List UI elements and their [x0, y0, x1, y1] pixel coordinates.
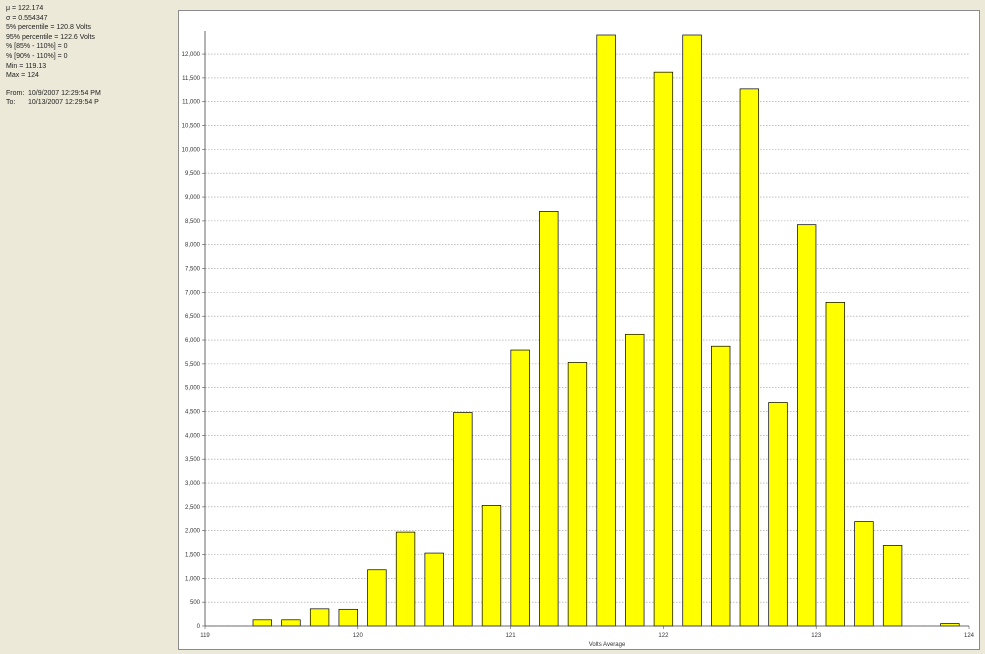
y-tick-label: 10,000 — [182, 147, 201, 153]
y-tick-label: 5,500 — [185, 362, 201, 368]
x-tick-label: 120 — [353, 633, 364, 639]
y-tick-label: 2,500 — [185, 505, 201, 511]
histogram-bar — [854, 521, 874, 627]
y-tick-label: 10,500 — [182, 124, 201, 130]
y-tick-label: 8,000 — [185, 243, 201, 249]
sigma-stat: σ = 0.554347 — [6, 14, 48, 22]
y-tick-label: 3,500 — [185, 457, 201, 463]
x-tick-label: 119 — [200, 633, 210, 639]
min-stat: Min = 119.13 — [6, 62, 47, 70]
x-tick-labels: 119 120 121 122 123 124 — [200, 633, 974, 639]
p5-stat: 5% percentile = 120.8 Volts — [6, 24, 92, 32]
x-tick-label: 121 — [506, 633, 517, 639]
histogram-bar — [567, 362, 588, 627]
y-tick-label: 9,000 — [185, 195, 201, 201]
to-label: To: — [6, 99, 16, 107]
histogram-bar — [768, 402, 788, 627]
y-tick-label: 3,000 — [185, 481, 201, 487]
histogram-bar — [281, 619, 301, 627]
to-value: 10/13/2007 12:29:54 P — [28, 99, 99, 107]
y-tick-label: 500 — [190, 600, 201, 606]
p95-stat: 95% percentile = 122.6 Volts — [6, 33, 95, 41]
y-tick-label: 8,500 — [185, 219, 201, 225]
histogram-bar — [395, 531, 416, 627]
y-tick-label: 4,500 — [185, 410, 201, 416]
histogram-bar — [796, 224, 817, 627]
y-tick-label: 12,000 — [182, 52, 201, 58]
histogram-bar — [825, 302, 845, 627]
range-low-stat: % [85% - 110%] = 0 — [6, 43, 68, 51]
histogram-bar — [252, 619, 272, 627]
y-tick-label: 7,000 — [185, 290, 201, 296]
histogram-bar — [539, 210, 559, 627]
histogram-bar — [682, 34, 702, 627]
histogram-bars — [252, 34, 960, 627]
y-tick-label: 11,500 — [182, 76, 201, 82]
range-high-stat: % [90% - 110%] = 0 — [6, 52, 68, 60]
y-tick-label: 1,000 — [185, 576, 201, 582]
max-stat: Max = 124 — [6, 72, 39, 80]
y-tick-label: 9,500 — [185, 171, 201, 177]
statistics-panel: μ = 122.174 σ = 0.554347 5% percentile =… — [6, 4, 166, 108]
histogram-bar — [453, 412, 473, 627]
axes — [202, 31, 970, 629]
mean-stat: μ = 122.174 — [6, 5, 44, 12]
histogram-bar — [711, 345, 731, 627]
y-tick-label: 6,500 — [185, 314, 201, 320]
x-tick-label: 122 — [658, 633, 669, 639]
histogram-bar — [424, 552, 444, 627]
y-tick-label: 2,000 — [185, 529, 201, 535]
histogram-svg: 0 500 1,000 1,500 2,000 2,500 3,000 3,500 4,000 4… — [179, 31, 975, 648]
y-tick-label: 0 — [197, 624, 201, 630]
histogram-bar — [653, 71, 674, 627]
x-tick-label: 124 — [964, 633, 975, 639]
y-tick-label: 7,500 — [185, 267, 201, 273]
x-axis-title: Volts Average — [589, 642, 626, 648]
histogram-chart: 0 500 1,000 1,500 2,000 2,500 3,000 3,500 4,000 4… — [178, 10, 980, 650]
y-tick-labels: 0 500 1,000 1,500 2,000 2,500 3,000 3,500 4,000 4… — [182, 52, 201, 630]
to-row: To: 10/13/2007 12:29:54 P — [6, 98, 166, 108]
histogram-bar — [481, 505, 502, 627]
histogram-bar — [739, 88, 760, 627]
histogram-bar — [882, 545, 903, 627]
from-label: From: — [6, 89, 25, 97]
histogram-bar — [510, 349, 530, 627]
from-row: From: 10/9/2007 12:29:54 PM — [6, 89, 166, 99]
histogram-bar — [309, 608, 330, 627]
x-tick-label: 123 — [811, 633, 822, 639]
from-value: 10/9/2007 12:29:54 PM — [28, 89, 101, 97]
y-tick-label: 1,500 — [185, 553, 201, 559]
y-axis-title: N — [179, 334, 181, 338]
histogram-bar — [625, 333, 645, 627]
histogram-bar — [367, 569, 387, 627]
y-tick-label: 4,000 — [185, 433, 201, 439]
histogram-bar — [338, 608, 358, 627]
y-tick-label: 6,000 — [185, 338, 201, 344]
y-tick-label: 5,000 — [185, 386, 201, 392]
histogram-bar — [596, 34, 616, 627]
y-tick-label: 11,000 — [182, 100, 201, 106]
